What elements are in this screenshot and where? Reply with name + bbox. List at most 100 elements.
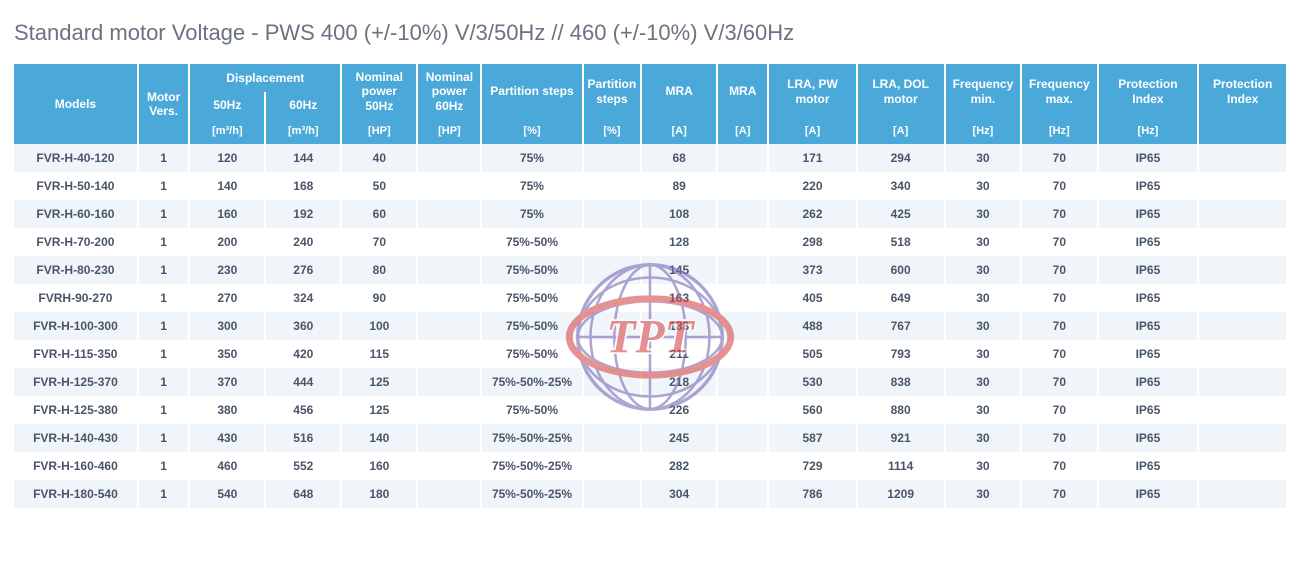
cell: 75%-50%-25% (482, 480, 581, 508)
unit-np60: [HP] (418, 119, 480, 144)
cell: 340 (858, 172, 944, 200)
unit-prot: [Hz] (1099, 119, 1198, 144)
cell: IP65 (1099, 452, 1198, 480)
cell: 420 (266, 340, 340, 368)
cell: 163 (642, 284, 716, 312)
cell: 75% (482, 200, 581, 228)
header-row-1: Models Motor Vers. Displacement Nominal … (14, 64, 1286, 92)
cell (718, 368, 767, 396)
cell: 540 (190, 480, 264, 508)
cell: 921 (858, 424, 944, 452)
cell: 1 (139, 424, 189, 452)
cell: 70 (1022, 452, 1096, 480)
cell: FVR-H-60-160 (14, 200, 137, 228)
cell (418, 424, 480, 452)
cell (584, 424, 641, 452)
cell (584, 284, 641, 312)
cell: 192 (266, 200, 340, 228)
col-mra-1: MRA (642, 64, 716, 119)
cell: 587 (769, 424, 855, 452)
cell: 168 (266, 172, 340, 200)
cell: IP65 (1099, 284, 1198, 312)
col-motor-vers: Motor Vers. (139, 64, 189, 144)
cell: 70 (1022, 480, 1096, 508)
col-group-displacement: Displacement (190, 64, 340, 92)
cell: 140 (190, 172, 264, 200)
col-lra-pw: LRA, PW motor (769, 64, 855, 119)
cell: 70 (1022, 396, 1096, 424)
col-freq-min: Frequency min. (946, 64, 1020, 119)
cell: 360 (266, 312, 340, 340)
cell: 786 (769, 480, 855, 508)
cell (718, 396, 767, 424)
cell (584, 452, 641, 480)
cell: 226 (642, 396, 716, 424)
cell: 30 (946, 396, 1020, 424)
table-row: FVR-H-140-430143051614075%-50%-25%245587… (14, 424, 1286, 452)
cell (418, 340, 480, 368)
cell (1199, 144, 1286, 172)
cell: 230 (190, 256, 264, 284)
table-row: FVRH-90-27012703249075%-50%1634056493070… (14, 284, 1286, 312)
cell: 505 (769, 340, 855, 368)
cell: 211 (642, 340, 716, 368)
cell: FVR-H-50-140 (14, 172, 137, 200)
cell: 300 (190, 312, 264, 340)
cell: 75%-50% (482, 312, 581, 340)
table-body: FVR-H-40-12011201444075%681712943070IP65… (14, 144, 1286, 508)
cell (584, 340, 641, 368)
cell (718, 312, 767, 340)
cell (718, 200, 767, 228)
cell (584, 368, 641, 396)
cell: 1 (139, 144, 189, 172)
header-row-units: [m³/h] [m³/h] [HP] [HP] [%] [%] [A] [A] … (14, 119, 1286, 144)
cell: 30 (946, 256, 1020, 284)
cell: FVR-H-70-200 (14, 228, 137, 256)
cell: 838 (858, 368, 944, 396)
cell: 60 (342, 200, 416, 228)
table-row: FVR-H-115-350135042011575%-50%2115057933… (14, 340, 1286, 368)
cell: 140 (342, 424, 416, 452)
cell (584, 480, 641, 508)
cell: 70 (1022, 284, 1096, 312)
cell: 270 (190, 284, 264, 312)
cell: FVR-H-100-300 (14, 312, 137, 340)
cell: 1 (139, 312, 189, 340)
unit-mra2: [A] (718, 119, 767, 144)
cell (584, 312, 641, 340)
cell: IP65 (1099, 144, 1198, 172)
cell: 793 (858, 340, 944, 368)
cell: 1209 (858, 480, 944, 508)
cell: 115 (342, 340, 416, 368)
cell: 180 (342, 480, 416, 508)
cell: 405 (769, 284, 855, 312)
cell: 456 (266, 396, 340, 424)
unit-ps2: [%] (584, 119, 641, 144)
cell (718, 172, 767, 200)
unit-d50: [m³/h] (190, 119, 264, 144)
cell: 729 (769, 452, 855, 480)
cell (584, 200, 641, 228)
cell (1199, 424, 1286, 452)
cell: IP65 (1099, 200, 1198, 228)
unit-fmin: [Hz] (946, 119, 1020, 144)
cell: 70 (1022, 144, 1096, 172)
table-row: FVR-H-70-20012002407075%-50%128298518307… (14, 228, 1286, 256)
cell: 488 (769, 312, 855, 340)
cell: FVR-H-125-380 (14, 396, 137, 424)
cell: 1 (139, 200, 189, 228)
cell: 218 (642, 368, 716, 396)
col-lra-dol: LRA, DOL motor (858, 64, 944, 119)
cell: 1 (139, 480, 189, 508)
cell: 30 (946, 340, 1020, 368)
unit-mra1: [A] (642, 119, 716, 144)
cell: IP65 (1099, 396, 1198, 424)
cell: 75%-50% (482, 396, 581, 424)
cell (1199, 480, 1286, 508)
col-nom-power-60: Nominal power 60Hz (418, 64, 480, 119)
cell: 75% (482, 144, 581, 172)
cell: 70 (1022, 368, 1096, 396)
cell: 145 (642, 256, 716, 284)
unit-lrapw: [A] (769, 119, 855, 144)
cell: FVR-H-160-460 (14, 452, 137, 480)
